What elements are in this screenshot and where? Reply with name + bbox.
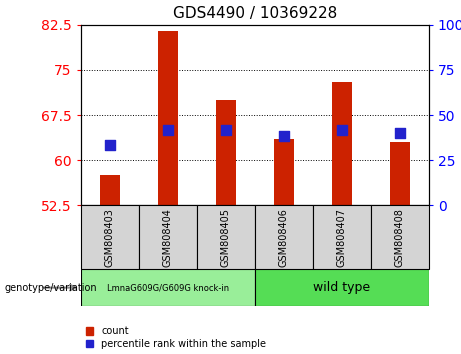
Text: GSM808403: GSM808403 [105,208,115,267]
Text: GSM808407: GSM808407 [337,208,347,267]
Bar [390,142,410,205]
Title: GDS4490 / 10369228: GDS4490 / 10369228 [172,6,337,21]
Bar [331,82,352,205]
Text: genotype/variation: genotype/variation [5,282,97,293]
Bar [158,31,178,205]
Text: wild type: wild type [313,281,370,294]
Point [280,133,287,139]
Text: GSM808408: GSM808408 [395,208,405,267]
Bar [371,205,429,269]
Legend: count, percentile rank within the sample: count, percentile rank within the sample [86,326,266,349]
Bar [255,269,429,306]
Point [164,127,171,133]
Point [222,127,230,133]
Bar [81,269,255,306]
Bar [81,205,139,269]
Point [396,130,403,136]
Bar [139,205,197,269]
Point [106,142,113,148]
Bar [197,205,255,269]
Bar [100,175,120,205]
Bar [273,139,294,205]
Text: LmnaG609G/G609G knock-in: LmnaG609G/G609G knock-in [106,283,229,292]
Bar [255,205,313,269]
Text: GSM808404: GSM808404 [163,208,173,267]
Point [338,127,345,133]
Text: GSM808406: GSM808406 [279,208,289,267]
Text: GSM808405: GSM808405 [221,208,230,267]
Bar [313,205,371,269]
Bar [216,100,236,205]
